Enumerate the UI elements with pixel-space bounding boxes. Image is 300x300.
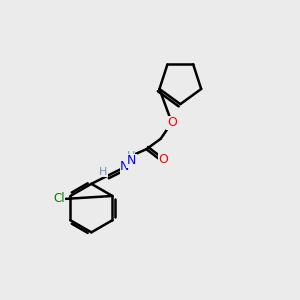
Text: N: N xyxy=(127,154,136,167)
Text: H: H xyxy=(99,167,108,177)
Text: N: N xyxy=(120,160,130,173)
Text: Cl: Cl xyxy=(53,192,65,206)
Text: O: O xyxy=(167,116,177,129)
Text: O: O xyxy=(158,153,168,166)
Text: H: H xyxy=(127,151,135,161)
